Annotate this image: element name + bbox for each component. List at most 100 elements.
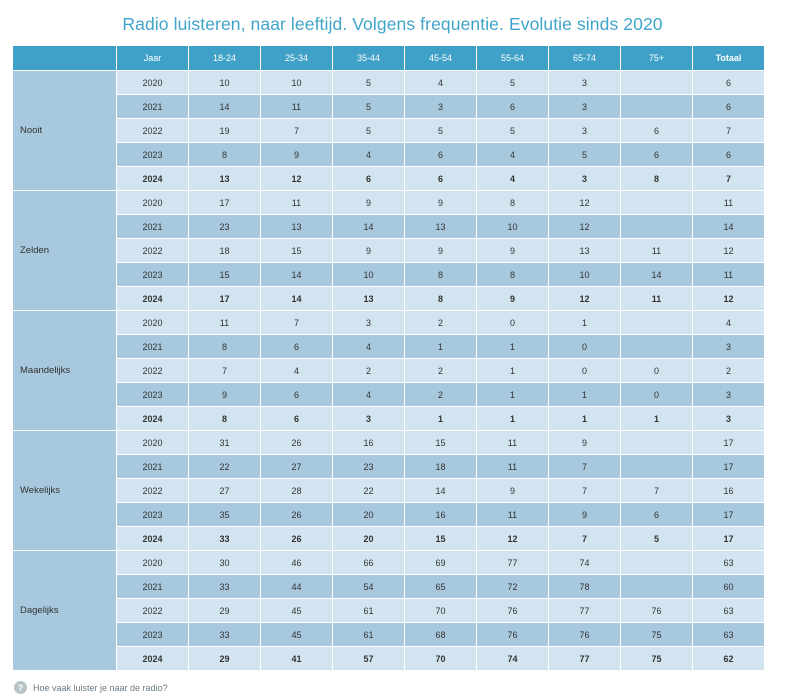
category-label: Dagelijks: [12, 550, 117, 671]
value-cell: 1: [476, 382, 549, 407]
value-cell: 31: [188, 430, 261, 455]
value-cell: 9: [476, 478, 549, 503]
value-cell: 66: [332, 550, 405, 575]
value-cell: 0: [548, 334, 621, 359]
value-cell: 8: [476, 262, 549, 287]
value-cell: 1: [548, 406, 621, 431]
table-row: Zelden 2020 17 11 9 9 8 12 11: [12, 190, 765, 311]
table-row: 2021 14 11 5 3 6 3 6: [13, 94, 765, 119]
value-cell: 15: [260, 238, 333, 263]
value-cell: 8: [476, 190, 549, 215]
value-cell: 5: [620, 526, 693, 551]
value-cell: 68: [404, 622, 477, 647]
value-cell: 60: [692, 574, 765, 599]
value-cell: 54: [332, 574, 405, 599]
header-row: Jaar 18-24 25-34 35-44 45-54 55-64 65-74 75+ Tot…: [12, 45, 765, 71]
value-cell: 6: [260, 406, 333, 431]
value-cell: 3: [332, 310, 405, 335]
column-header-55-64: 55-64: [476, 45, 549, 71]
table-row: 2021 22 27 23 18 11 7 17: [13, 454, 765, 479]
value-cell: 70: [404, 598, 477, 623]
value-cell: 17: [692, 454, 765, 479]
value-cell: 5: [332, 118, 405, 143]
column-header-45-54: 45-54: [404, 45, 477, 71]
value-cell: 9: [332, 190, 405, 215]
value-cell: 4: [260, 358, 333, 383]
value-cell: 9: [476, 286, 549, 311]
value-cell: 5: [332, 70, 405, 95]
table-row: 2024 8 6 3 1 1 1 1 3: [13, 406, 765, 431]
value-cell: 18: [404, 454, 477, 479]
value-cell: 22: [332, 478, 405, 503]
value-cell: 3: [548, 118, 621, 143]
value-cell: 6: [692, 94, 765, 119]
value-cell: 27: [260, 454, 333, 479]
value-cell: 20: [332, 502, 405, 527]
value-cell: 74: [476, 646, 549, 671]
value-cell: 45: [260, 622, 333, 647]
value-cell: 4: [332, 142, 405, 167]
year-cell: 2020: [116, 310, 189, 335]
value-cell: 10: [476, 214, 549, 239]
column-header-75-: 75+: [620, 45, 693, 71]
value-cell: 3: [332, 406, 405, 431]
table-row: Wekelijks 2020 31 26 16 15 11 9 17: [12, 430, 765, 551]
value-cell: 26: [260, 430, 333, 455]
value-cell: 14: [260, 286, 333, 311]
column-header-65-74: 65-74: [548, 45, 621, 71]
value-cell: 6: [404, 166, 477, 191]
value-cell: 2: [332, 358, 405, 383]
value-cell: 15: [404, 430, 477, 455]
value-cell: 0: [476, 310, 549, 335]
value-cell: 11: [188, 310, 261, 335]
value-cell: 8: [188, 334, 261, 359]
value-cell: 6: [620, 502, 693, 527]
value-cell: [620, 454, 693, 479]
value-cell: 69: [404, 550, 477, 575]
value-cell: 11: [476, 502, 549, 527]
year-cell: 2020: [116, 550, 189, 575]
value-cell: 75: [620, 622, 693, 647]
value-cell: 3: [404, 94, 477, 119]
value-cell: 12: [548, 286, 621, 311]
table-row: 2023 35 26 20 16 11 9 6 17: [13, 502, 765, 527]
frequency-table: Jaar 18-24 25-34 35-44 45-54 55-64 65-74 75+ Tot…: [12, 45, 765, 671]
value-cell: 1: [476, 406, 549, 431]
value-cell: 18: [188, 238, 261, 263]
year-cell: 2021: [116, 94, 189, 119]
value-cell: 45: [260, 598, 333, 623]
value-cell: 76: [476, 622, 549, 647]
value-cell: 5: [332, 94, 405, 119]
year-cell: 2021: [116, 574, 189, 599]
table-row: 2021 8 6 4 1 1 0 3: [13, 334, 765, 359]
value-cell: 6: [404, 142, 477, 167]
value-cell: 13: [332, 286, 405, 311]
value-cell: 74: [548, 550, 621, 575]
value-cell: 13: [404, 214, 477, 239]
value-cell: 14: [332, 214, 405, 239]
year-cell: 2022: [116, 358, 189, 383]
year-cell: 2023: [116, 142, 189, 167]
year-cell: 2023: [116, 382, 189, 407]
value-cell: 13: [260, 214, 333, 239]
value-cell: 6: [620, 118, 693, 143]
value-cell: 10: [188, 70, 261, 95]
value-cell: 14: [260, 262, 333, 287]
value-cell: 12: [692, 238, 765, 263]
value-cell: 17: [188, 286, 261, 311]
value-cell: 10: [332, 262, 405, 287]
value-cell: 78: [548, 574, 621, 599]
value-cell: 2: [404, 358, 477, 383]
value-cell: 7: [188, 358, 261, 383]
value-cell: 4: [332, 334, 405, 359]
value-cell: 33: [188, 622, 261, 647]
value-cell: 5: [548, 142, 621, 167]
value-cell: 6: [692, 70, 765, 95]
value-cell: 6: [260, 334, 333, 359]
value-cell: 9: [548, 430, 621, 455]
table-row: 2022 29 45 61 70 76 77 76 63: [13, 598, 765, 623]
value-cell: 35: [188, 502, 261, 527]
value-cell: 75: [620, 646, 693, 671]
value-cell: 12: [476, 526, 549, 551]
value-cell: 8: [188, 406, 261, 431]
